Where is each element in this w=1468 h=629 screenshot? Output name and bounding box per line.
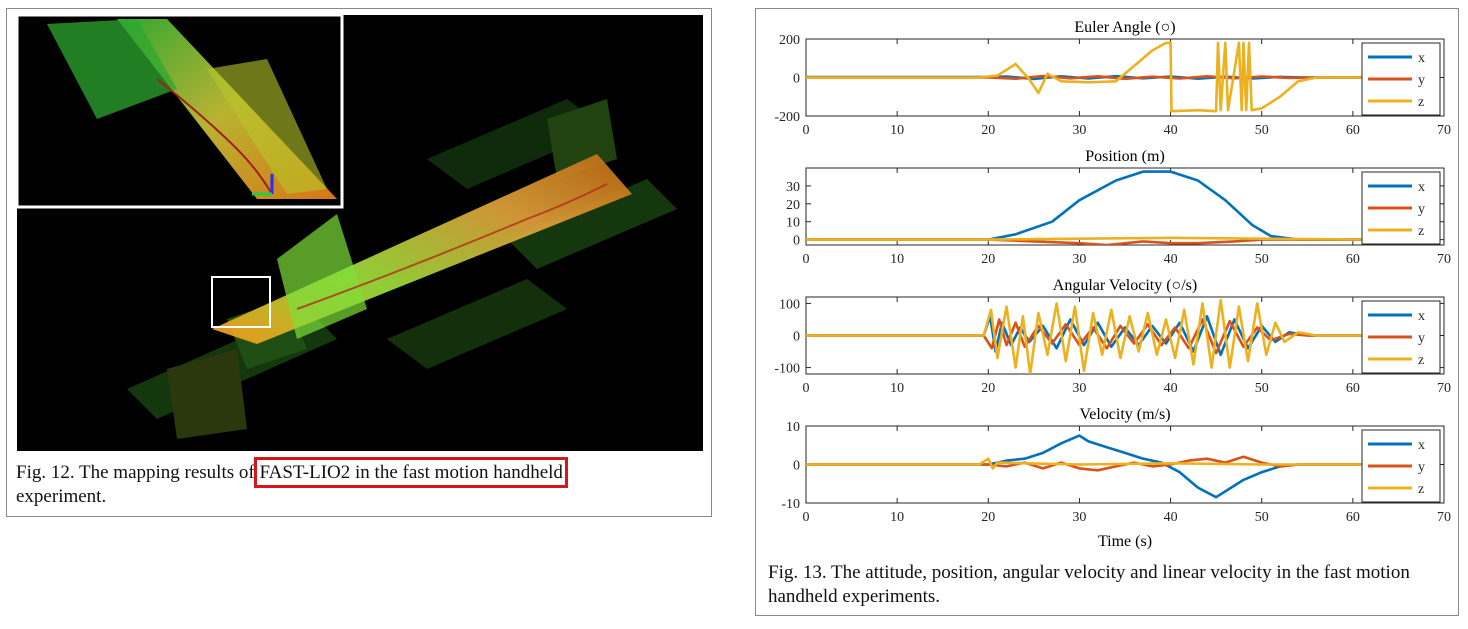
x-tick-label: 60 [1346,381,1360,396]
surrounding-structures [127,99,677,439]
x-tick-label: 70 [1437,381,1451,396]
y-tick-label: 20 [786,198,800,213]
legend-label-y: y [1418,460,1425,475]
legend-label-y: y [1418,331,1425,346]
fig13-charts: Euler Angle (○)0 10 20 30 40 50 60 702000-200xy… [774,19,1451,550]
x-tick-label: 70 [1437,252,1451,267]
y-tick-label: 0 [793,234,800,249]
series-line-z [806,298,1372,374]
fig12-panel: Fig. 12. The mapping results of FAST-LIO… [6,8,712,517]
x-tick-label: 10 [890,381,904,396]
chart-title: Euler Angle (○) [1074,19,1175,36]
chart-title: Angular Velocity (○/s) [1053,277,1197,294]
x-tick-label: 50 [1255,381,1269,396]
legend-label-y: y [1418,73,1425,88]
series-line-y [806,74,1372,81]
plot-area [805,167,1445,246]
inset-marker-box [211,276,271,328]
legend-label-y: y [1418,202,1425,217]
x-tick-label: 70 [1437,123,1451,138]
y-tick-label: 100 [779,297,800,312]
x-tick-label: 20 [981,381,995,396]
x-tick-label: 0 [803,510,810,525]
y-tick-label: -10 [781,497,800,512]
point-cloud-map [15,13,703,451]
x-tick-label: 40 [1164,252,1178,267]
y-tick-label: -200 [774,110,800,125]
x-tick-label: 60 [1346,252,1360,267]
x-tick-label: 10 [890,510,904,525]
x-tick-label: 30 [1072,252,1086,267]
chart-title: Position (m) [1085,148,1165,165]
x-axis-label: Time (s) [1098,533,1152,550]
y-tick-label: 0 [793,330,800,345]
x-tick-label: 70 [1437,510,1451,525]
fig12-caption: Fig. 12. The mapping results of FAST-LIO… [16,457,706,509]
legend-label-z: z [1418,224,1424,239]
x-tick-label: 50 [1255,510,1269,525]
chart-legend: xyz [1361,300,1441,374]
legend-label-x: x [1418,309,1425,324]
legend-label-z: z [1418,353,1424,368]
inset-trajectory [156,78,273,195]
fig12-caption-prefix: Fig. 12. The mapping results of [16,462,260,483]
legend-label-x: x [1418,180,1425,195]
series-line-x [806,315,1372,357]
x-tick-label: 10 [890,252,904,267]
x-tick-label: 50 [1255,252,1269,267]
x-tick-label: 30 [1072,510,1086,525]
trajectory [296,183,608,310]
series-line-x [806,434,1372,499]
fig13-panel: Euler Angle (○) 0 10 20 30 40 50 60 70 200 0 -200 x y… [755,8,1459,616]
fig12-caption-highlight: FAST-LIO2 in the fast motion handheld [254,457,568,488]
chart-3: Angular Velocity (○/s) 0 10 20 30 40 50 60 70 100… [774,277,1451,396]
legend-label-z: z [1418,482,1424,497]
y-tick-label: 0 [793,72,800,87]
x-tick-label: 0 [803,252,810,267]
chart-legend: xyz [1361,171,1441,245]
x-tick-label: 10 [890,123,904,138]
x-tick-label: 40 [1164,123,1178,138]
y-tick-label: 10 [786,420,800,435]
series-line-y [806,238,1372,245]
x-tick-label: 20 [981,510,995,525]
series-line-z [806,236,1372,241]
legend-label-x: x [1418,51,1425,66]
y-tick-label: -100 [774,362,800,377]
x-tick-label: 60 [1346,123,1360,138]
chart-legend: xyz [1361,429,1441,503]
x-tick-label: 30 [1072,123,1086,138]
chart-2: Position (m) 0 10 20 30 40 50 60 70 30 20 10 0 xyz [786,148,1451,267]
x-tick-label: 60 [1346,510,1360,525]
y-tick-label: 10 [786,216,800,231]
series-line-x [806,170,1372,241]
x-tick-label: 20 [981,252,995,267]
x-tick-label: 50 [1255,123,1269,138]
fig12-caption-suffix: experiment. [16,486,107,507]
chart-1: Euler Angle (○)0 10 20 30 40 50 60 702000-200xy… [774,19,1451,138]
chart-title: Velocity (m/s) [1079,406,1170,423]
chart-legend: xyz [1361,42,1441,116]
y-tick-label: 0 [793,459,800,474]
x-tick-label: 40 [1164,381,1178,396]
x-tick-label: 0 [803,123,810,138]
legend-label-x: x [1418,438,1425,453]
series-line-z [806,457,1372,470]
fig13-caption: Fig. 13. The attitude, position, angular… [768,562,1410,607]
x-tick-label: 40 [1164,510,1178,525]
series-line-z [806,41,1372,113]
y-tick-label: 200 [779,33,800,48]
x-tick-label: 30 [1072,381,1086,396]
y-tick-label: 30 [786,180,800,195]
x-tick-label: 20 [981,123,995,138]
legend-label-z: z [1418,95,1424,110]
x-tick-label: 0 [803,381,810,396]
